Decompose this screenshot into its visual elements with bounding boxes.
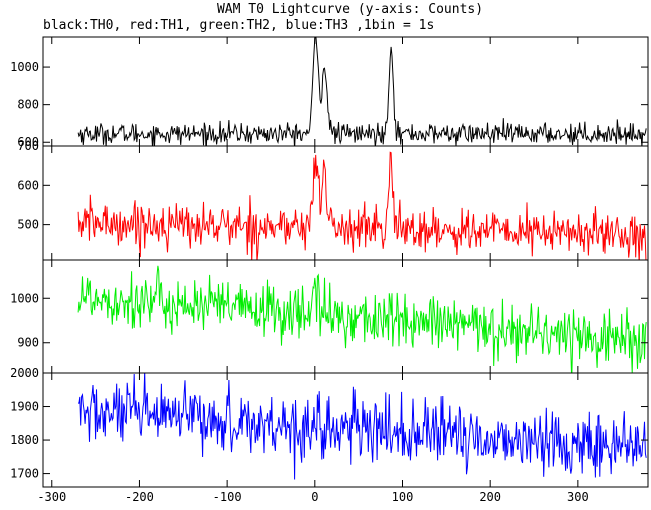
- series-line-th0: [77, 37, 647, 146]
- panel-th1: 500 600 700: [17, 139, 649, 261]
- y-tick-label: 1000: [10, 291, 39, 305]
- y-tick-label: 1000: [10, 60, 39, 74]
- panel-th3: 1700 1800 1900 2000: [10, 366, 649, 488]
- x-tick-label: -200: [125, 490, 154, 504]
- y-tick-label: 900: [17, 336, 39, 350]
- y-tick-label: 600: [17, 178, 39, 192]
- chart-subtitle: black:TH0, red:TH1, green:TH2, blue:TH3 …: [43, 18, 434, 33]
- panel-frame: [42, 372, 649, 488]
- panel-th0: 600 800 1000: [10, 36, 649, 149]
- x-tick-label: 0: [311, 490, 318, 504]
- panels-layer: 6008001000500600700900100017001800190020…: [10, 36, 649, 488]
- y-tick-label: 700: [17, 139, 39, 153]
- y-tick-label: 800: [17, 98, 39, 112]
- x-tick-label: 200: [479, 490, 501, 504]
- x-axis: -300 -200 -100 0 100 200 300: [37, 490, 588, 504]
- y-tick-label: 2000: [10, 366, 39, 380]
- series-line-th2: [77, 265, 647, 373]
- series-line-th3: [77, 373, 647, 480]
- series-line-th1: [77, 151, 647, 260]
- y-tick-label: 600: [17, 135, 39, 149]
- x-tick-label: -100: [213, 490, 242, 504]
- panel-th2: 900 1000: [10, 259, 649, 374]
- x-tick-label: 100: [392, 490, 414, 504]
- chart-title: WAM T0 Lightcurve (y-axis: Counts): [217, 2, 483, 17]
- y-tick-label: 1900: [10, 400, 39, 414]
- x-tick-label: -300: [37, 490, 66, 504]
- panel-frame: [42, 145, 649, 261]
- x-tick-label: 300: [567, 490, 589, 504]
- y-tick-label: 500: [17, 218, 39, 232]
- y-tick-label: 1700: [10, 467, 39, 481]
- y-tick-label: 1800: [10, 433, 39, 447]
